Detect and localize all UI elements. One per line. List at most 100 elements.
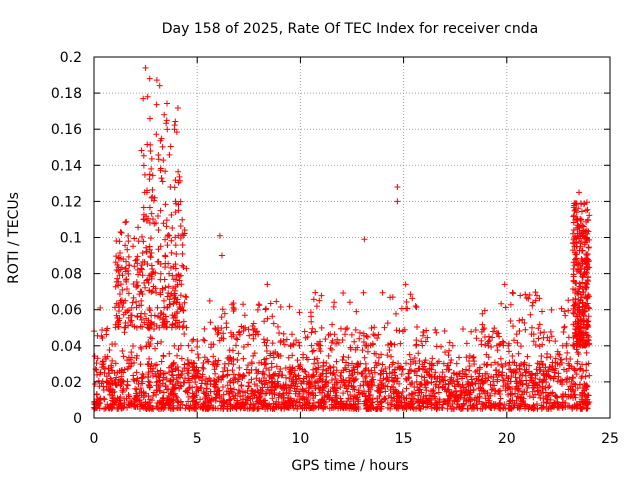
data-point <box>451 370 458 377</box>
data-point <box>418 338 425 345</box>
data-point <box>415 392 422 399</box>
data-point <box>261 356 268 363</box>
data-point <box>160 220 167 227</box>
data-point <box>148 194 155 201</box>
data-point <box>534 388 541 395</box>
data-point <box>343 366 350 373</box>
data-point <box>148 335 155 342</box>
data-point <box>168 211 175 218</box>
data-point <box>536 379 543 386</box>
y-tick-label: 0.06 <box>51 303 82 319</box>
data-point <box>545 384 552 391</box>
data-point <box>318 324 325 331</box>
data-point <box>308 342 315 349</box>
data-point <box>162 264 169 271</box>
data-point <box>496 400 503 407</box>
data-point <box>394 183 401 190</box>
data-point <box>146 171 153 178</box>
data-point <box>510 290 517 297</box>
data-point <box>249 322 256 329</box>
data-point <box>456 354 463 361</box>
data-point <box>181 330 188 337</box>
data-point <box>394 198 401 205</box>
data-point <box>125 238 132 245</box>
data-point <box>254 306 261 313</box>
data-point <box>247 395 254 402</box>
data-point <box>558 359 565 366</box>
data-point <box>580 303 587 310</box>
data-point <box>124 381 131 388</box>
data-point <box>148 360 155 367</box>
data-point <box>375 331 382 338</box>
data-point <box>445 352 452 359</box>
data-point <box>488 343 495 350</box>
data-point <box>513 331 520 338</box>
data-point <box>474 405 481 412</box>
data-point <box>191 366 198 373</box>
data-point <box>120 353 127 360</box>
data-point <box>139 272 146 279</box>
data-point <box>104 353 111 360</box>
data-point <box>364 334 371 341</box>
data-point <box>507 397 514 404</box>
data-point <box>356 335 363 342</box>
data-point <box>144 93 151 100</box>
data-point <box>345 383 352 390</box>
data-point <box>145 317 152 324</box>
data-point <box>121 399 128 406</box>
data-point <box>349 360 356 367</box>
data-point <box>465 405 472 412</box>
data-point <box>522 291 529 298</box>
data-point <box>393 390 400 397</box>
data-point <box>577 215 584 222</box>
data-point <box>250 388 257 395</box>
data-point <box>321 381 328 388</box>
data-point <box>547 390 554 397</box>
data-point <box>143 405 150 412</box>
data-point <box>113 266 120 273</box>
data-point <box>93 360 100 367</box>
data-point <box>538 358 545 365</box>
data-point <box>402 281 409 288</box>
data-point <box>262 306 269 313</box>
data-point <box>314 355 321 362</box>
data-point <box>261 380 268 387</box>
data-point <box>161 111 168 118</box>
data-point <box>583 382 590 389</box>
data-point <box>431 390 438 397</box>
data-point <box>501 401 508 408</box>
data-point <box>509 352 516 359</box>
data-point <box>579 310 586 317</box>
data-point <box>571 366 578 373</box>
data-point <box>148 210 155 217</box>
data-point <box>585 318 592 325</box>
y-axis-label: ROTI / TECUs <box>6 192 22 284</box>
data-point <box>535 325 542 332</box>
data-point <box>445 381 452 388</box>
data-point <box>554 398 561 405</box>
data-point <box>408 390 415 397</box>
data-point <box>123 385 130 392</box>
data-point <box>570 321 577 328</box>
data-point <box>575 224 582 231</box>
data-point <box>220 403 227 410</box>
data-point <box>585 313 592 320</box>
data-point <box>94 371 101 378</box>
data-point <box>276 368 283 375</box>
data-point <box>353 308 360 315</box>
data-point <box>169 321 176 328</box>
data-point <box>570 271 577 278</box>
data-point <box>220 330 227 337</box>
data-point <box>399 366 406 373</box>
data-point <box>387 340 394 347</box>
data-point <box>270 320 277 327</box>
data-point <box>331 371 338 378</box>
data-point <box>472 327 479 334</box>
data-point <box>137 385 144 392</box>
data-point <box>576 366 583 373</box>
data-point <box>308 318 315 325</box>
data-point <box>572 200 579 207</box>
data-point <box>299 386 306 393</box>
data-point <box>361 367 368 374</box>
data-point <box>157 388 164 395</box>
